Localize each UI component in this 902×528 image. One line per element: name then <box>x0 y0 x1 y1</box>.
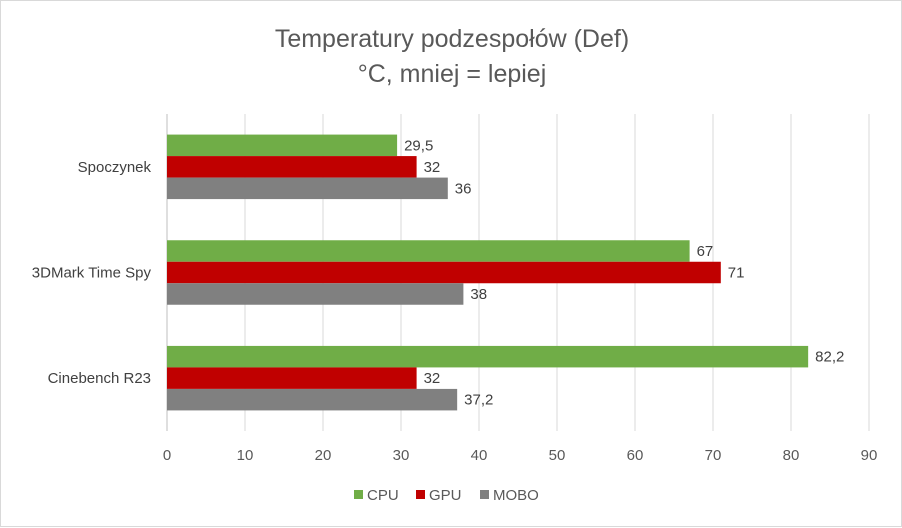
category-label: Cinebench R23 <box>48 370 151 387</box>
legend: CPU GPU MOBO <box>354 487 539 504</box>
bar-cpu-2 <box>167 345 809 368</box>
bar-mobo-1 <box>167 283 464 305</box>
x-tick-label: 30 <box>393 447 410 464</box>
x-tick-label: 70 <box>705 447 722 464</box>
x-tick-label: 80 <box>783 447 800 464</box>
x-tick-label: 0 <box>163 447 171 464</box>
x-tick-label: 40 <box>471 447 488 464</box>
data-label: 36 <box>455 180 472 197</box>
data-label: 37,2 <box>464 392 493 409</box>
legend-swatch-mobo <box>480 490 489 499</box>
bar-cpu-1 <box>167 240 690 262</box>
x-tick-label: 20 <box>315 447 332 464</box>
data-label: 32 <box>424 370 441 387</box>
category-labels: Spoczynek 3DMark Time Spy Cinebench R23 <box>32 159 152 387</box>
bar-gpu-1 <box>167 261 721 284</box>
data-label: 71 <box>728 265 745 282</box>
bars <box>167 134 809 411</box>
legend-entry-cpu: CPU <box>367 487 399 504</box>
category-label: Spoczynek <box>78 159 152 176</box>
x-tick-label: 50 <box>549 447 566 464</box>
x-tick-label: 60 <box>627 447 644 464</box>
x-axis-ticks: 0 10 20 30 40 50 60 70 80 90 <box>163 447 878 464</box>
data-label: 67 <box>697 243 714 260</box>
category-label: 3DMark Time Spy <box>32 265 152 282</box>
legend-swatch-cpu <box>354 490 363 499</box>
legend-swatch-gpu <box>416 490 425 499</box>
bar-cpu-0 <box>167 134 398 157</box>
chart-subtitle: °C, mniej = lepiej <box>358 60 547 88</box>
bar-mobo-0 <box>167 177 448 200</box>
chart-title: Temperatury podzespołów (Def) <box>275 25 629 53</box>
bar-gpu-0 <box>167 156 417 178</box>
legend-entry-mobo: MOBO <box>493 487 539 504</box>
bar-mobo-2 <box>167 388 458 411</box>
data-label: 82,2 <box>815 349 844 366</box>
bar-gpu-2 <box>167 367 417 389</box>
legend-entry-gpu: GPU <box>429 487 462 504</box>
data-label: 29,5 <box>404 137 433 154</box>
data-label: 32 <box>424 159 441 176</box>
data-labels: 29,5 32 36 67 71 38 82,2 32 37,2 <box>404 137 844 408</box>
data-label: 38 <box>470 286 487 303</box>
x-tick-label: 10 <box>237 447 254 464</box>
x-tick-label: 90 <box>861 447 878 464</box>
